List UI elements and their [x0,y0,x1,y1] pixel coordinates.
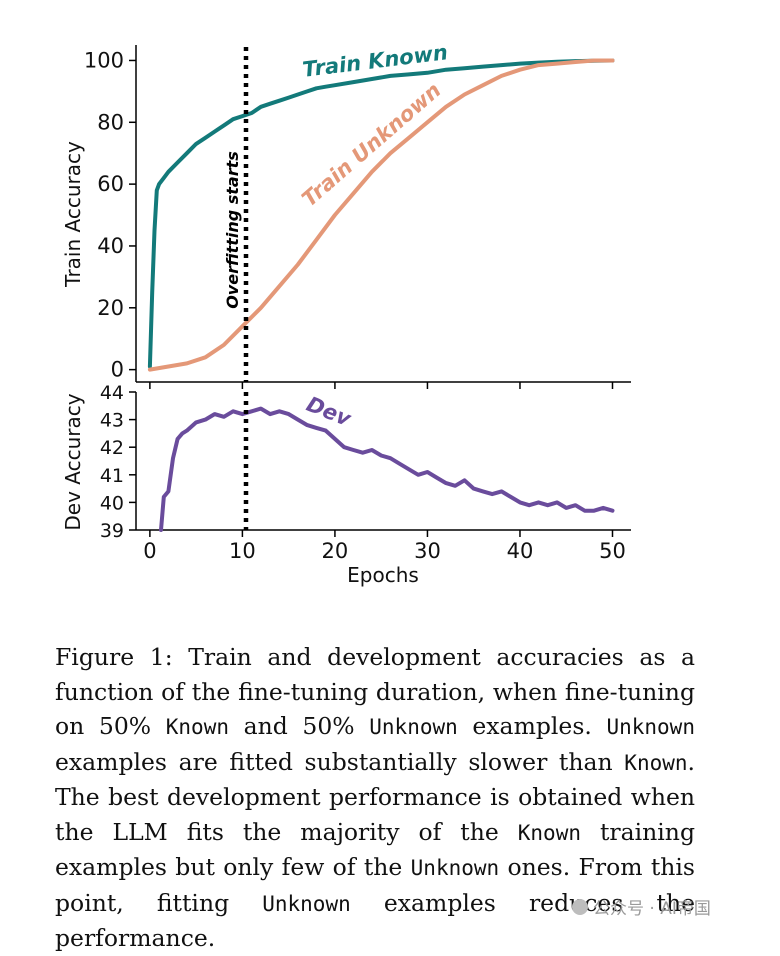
y-tick-label: 80 [97,110,124,134]
x-tick-label: 10 [229,539,256,563]
y-tick-label: 40 [100,492,124,514]
x-tick-label: 20 [322,539,349,563]
x-tick-label: 0 [143,539,156,563]
y-tick-label: 40 [97,234,124,258]
y-tick-label: 44 [100,382,124,404]
series-line-train-known [147,58,615,369]
y-tick-label: 20 [97,296,124,320]
y-tick-label: 100 [84,48,124,72]
series-line-dev [159,406,615,532]
figure-caption: Figure 1: Train and development accuraci… [55,643,695,952]
watermark-text: 公众号 · AI帝国 [593,899,711,919]
wechat-icon [572,898,588,915]
y-tick-label: 41 [100,465,124,487]
x-tick-label: 50 [599,539,626,563]
train-accuracy-panel: 0 20 40 60 80 100 Train Accuracy Overfitting … [61,40,631,389]
train-y-axis-label: Train Accuracy [61,141,85,288]
series-line-train-unknown [147,58,615,372]
y-tick-label: 43 [100,410,124,432]
y-tick-label: 42 [100,437,124,459]
dev-y-axis-label: Dev Accuracy [61,393,85,530]
watermark: 公众号 · AI帝国 [572,894,711,919]
overfitting-starts-label: Overfitting starts [223,151,242,309]
x-tick-label: 30 [414,539,441,563]
y-tick-label: 0 [111,358,124,382]
y-tick-label: 39 [100,520,124,542]
epochs-axis-label: Epochs [347,563,419,587]
train-unknown-label: Train Unknown [297,78,445,211]
y-tick-label: 60 [97,172,124,196]
train-known-label: Train Known [301,40,449,82]
x-tick-label: 40 [507,539,534,563]
dev-accuracy-panel: 39 40 41 42 43 44 0 10 20 30 40 50 Dev Accuracy Ep… [61,382,631,587]
